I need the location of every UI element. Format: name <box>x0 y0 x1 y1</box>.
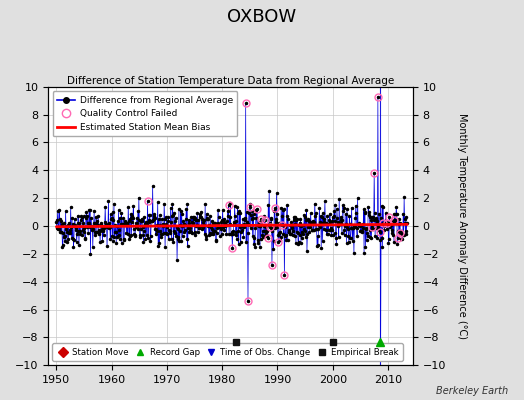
Title: Difference of Station Temperature Data from Regional Average: Difference of Station Temperature Data f… <box>67 76 394 86</box>
Y-axis label: Monthly Temperature Anomaly Difference (°C): Monthly Temperature Anomaly Difference (… <box>457 113 467 339</box>
Text: Berkeley Earth: Berkeley Earth <box>436 386 508 396</box>
Text: OXBOW: OXBOW <box>227 8 297 26</box>
Legend: Station Move, Record Gap, Time of Obs. Change, Empirical Break: Station Move, Record Gap, Time of Obs. C… <box>52 343 403 361</box>
